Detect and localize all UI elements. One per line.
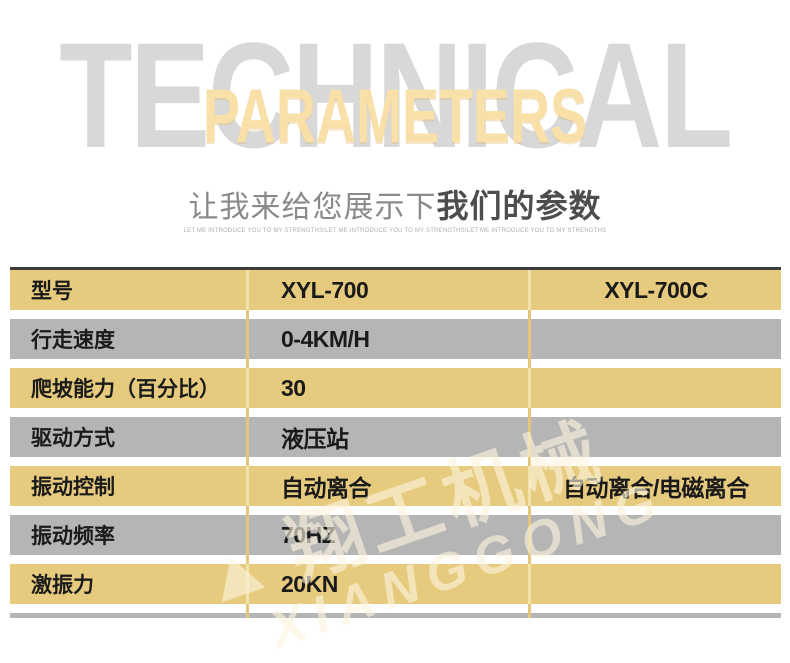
spec-value: 自动离合/电磁离合	[528, 466, 781, 506]
row-gap	[10, 359, 781, 368]
subtitle: 让我来给您展示下我们的参数	[0, 181, 790, 227]
table-row: 爬坡能力（百分比） 30	[10, 368, 781, 408]
row-gap	[10, 506, 781, 515]
spec-value: 30	[246, 368, 528, 408]
spec-label: 激振力	[31, 574, 94, 597]
row-gap	[10, 555, 781, 564]
spec-value: 自动离合	[246, 466, 528, 506]
spec-label	[10, 613, 246, 618]
table-top-border	[10, 267, 781, 270]
spec-label: 爬坡能力（百分比）	[31, 378, 220, 401]
spec-value	[528, 417, 781, 457]
spec-value: 0-4KM/H	[246, 319, 528, 359]
spec-value: XYL-700	[246, 270, 528, 310]
spec-label: 振动控制	[31, 476, 115, 499]
spec-value: 液压站	[246, 417, 528, 457]
row-gap	[10, 457, 781, 466]
row-gap	[10, 604, 781, 613]
spec-label: 振动频率	[31, 525, 115, 548]
spec-value	[528, 564, 781, 604]
spec-value: 20KN	[246, 564, 528, 604]
row-gap	[10, 310, 781, 319]
spec-value: XYL-700C	[528, 270, 781, 310]
spec-value	[528, 368, 781, 408]
table-row: 振动控制 自动离合 自动离合/电磁离合	[10, 466, 781, 506]
table-row: 激振力 20KN	[10, 564, 781, 604]
table-row	[10, 613, 781, 618]
spec-value: 70HZ	[246, 515, 528, 555]
spec-label: 行走速度	[31, 329, 115, 352]
spec-table: 型号 XYL-700 XYL-700C 行走速度 0-4KM/H 爬坡能力（百分比） 30 驱…	[10, 267, 781, 618]
hero-section: TECHNICAL PARAMETERS 让我来给您展示下我们的参数 LET M…	[0, 0, 790, 267]
subtitle-english: LET ME INTRODUCE YOU TO MY STRENGTHS!LET…	[183, 228, 607, 234]
table-row: 振动频率 70HZ	[10, 515, 781, 555]
row-gap	[10, 408, 781, 417]
table-row: 驱动方式 液压站	[10, 417, 781, 457]
spec-label: 型号	[31, 280, 73, 303]
highlight-headline: PARAMETERS	[202, 74, 588, 159]
spec-value	[246, 613, 528, 618]
spec-value	[528, 613, 781, 618]
subtitle-emphasis: 我们的参数	[436, 188, 602, 224]
subtitle-prefix: 让我来给您展示下	[188, 191, 437, 224]
spec-table-rows: 型号 XYL-700 XYL-700C 行走速度 0-4KM/H 爬坡能力（百分比） 30 驱…	[10, 270, 781, 618]
spec-label: 驱动方式	[31, 427, 115, 450]
spec-value	[528, 319, 781, 359]
background-headline: TECHNICAL	[59, 11, 733, 179]
spec-value	[528, 515, 781, 555]
table-row: 型号 XYL-700 XYL-700C	[10, 270, 781, 310]
table-row: 行走速度 0-4KM/H	[10, 319, 781, 359]
